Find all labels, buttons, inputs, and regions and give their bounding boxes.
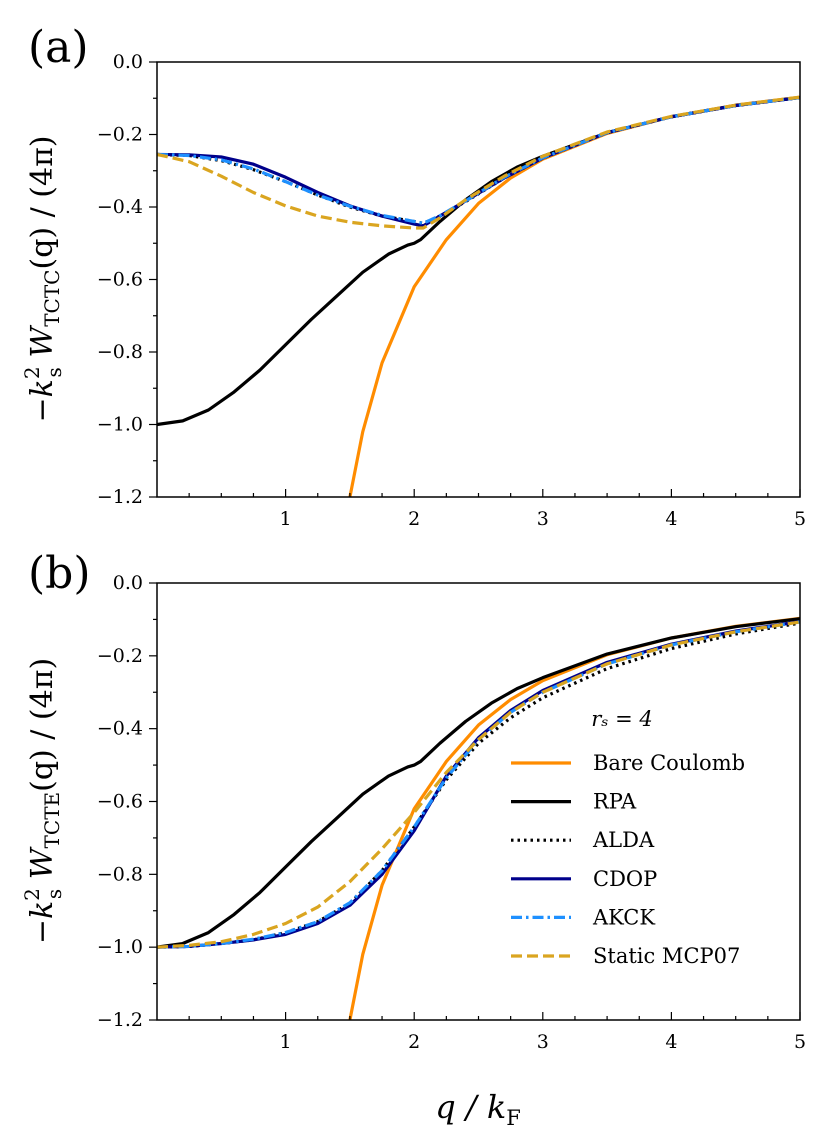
plot-frame: [156, 61, 801, 498]
panel-label: (a): [28, 22, 89, 73]
x-tick-label: 2: [408, 1031, 420, 1053]
y-tick-label: −0.4: [97, 718, 143, 740]
series-line-static-mcp07: [157, 95, 800, 230]
y-axis-label-suffix: (q) / (4π): [25, 658, 60, 792]
y-tick-label: −0.8: [97, 341, 143, 363]
legend-label-cdop: CDOP: [593, 867, 657, 891]
y-tick-label: −0.6: [97, 791, 143, 813]
series-line-bare-coulomb: [348, 95, 800, 497]
x-tick-label: 1: [280, 1031, 292, 1053]
y-tick-label: −1.2: [97, 1009, 143, 1031]
y-axis-label-sub1: s: [42, 367, 66, 377]
y-axis-label-mid: W: [25, 846, 60, 889]
y-axis-label-sub1: s: [42, 889, 66, 899]
legend-label-bare-coulomb: Bare Coulomb: [593, 751, 745, 775]
x-axis-label-main: q / k: [435, 1088, 506, 1126]
legend: rₛ = 4 Bare Coulomb RPA ALDA CDOP AKCK Static …: [511, 707, 745, 968]
y-tick-label: 0.0: [113, 572, 143, 594]
y-axis-label: −k2s WTCTC(q) / (4π): [20, 135, 66, 422]
legend-label-static-mcp07: Static MCP07: [593, 944, 740, 968]
y-tick-label: −1.2: [97, 486, 143, 508]
series-line-static-mcp07: [157, 620, 800, 949]
series-line-rpa: [157, 95, 800, 427]
x-tick-label: 4: [665, 1031, 677, 1053]
y-tick-label: −1.0: [97, 936, 143, 958]
legend-title: rₛ = 4: [591, 707, 652, 731]
y-tick-label: −0.2: [97, 645, 143, 667]
y-tick-label: −0.2: [97, 124, 143, 146]
series-group: [157, 95, 800, 497]
series-line-akck: [157, 95, 800, 225]
x-tick-label: 3: [537, 1031, 549, 1053]
legend-label-rpa: RPA: [593, 790, 637, 814]
y-tick-label: −0.4: [97, 196, 143, 218]
x-tick-label: 4: [665, 508, 677, 530]
y-axis-label-sup: 2: [20, 366, 44, 379]
chart-panel-b: 1 2 3 4 5 0.0 −0.2 −0.4 −0.6 −0.8 −1.0 −1.2 (b) −k2s …: [20, 548, 806, 1130]
x-tick-label: 5: [794, 1031, 806, 1053]
series-line-akck: [157, 620, 800, 949]
y-axis-label-sub2: TCTE: [40, 792, 64, 849]
y-tick-label: −0.6: [97, 269, 143, 291]
y-axis-label: −k2s WTCTE(q) / (4π): [20, 658, 66, 944]
x-tick-label: 3: [537, 508, 549, 530]
legend-label-akck: AKCK: [592, 905, 655, 929]
y-tick-label: 0.0: [113, 51, 143, 73]
chart-panel-a: 1 2 3 4 5 0.0 −0.2 −0.4 −0.6 −0.8 −1.0 −1.2 (a) −k2s …: [20, 22, 806, 530]
series-line-cdop: [157, 95, 800, 228]
legend-label-alda: ALDA: [592, 828, 655, 852]
series-line-rpa: [157, 617, 800, 949]
x-axis-label: q / kF: [435, 1088, 521, 1130]
panel-label: (b): [28, 548, 91, 599]
y-axis-label-mid: W: [25, 325, 60, 368]
series-group: [157, 616, 800, 1020]
y-axis-label-sub2: TCTC: [40, 270, 64, 327]
y-axis-label-prefix: −k: [25, 379, 60, 422]
x-tick-label: 5: [794, 508, 806, 530]
y-tick-label: −1.0: [97, 414, 143, 436]
y-axis-label-suffix: (q) / (4π): [25, 135, 60, 269]
x-axis-label-sub: F: [506, 1106, 521, 1130]
y-axis-label-prefix: −k: [25, 901, 60, 944]
y-tick-label: −0.8: [97, 863, 143, 885]
x-tick-label: 1: [280, 508, 292, 530]
x-tick-label: 2: [408, 508, 420, 530]
y-axis-label-sup: 2: [20, 888, 44, 901]
